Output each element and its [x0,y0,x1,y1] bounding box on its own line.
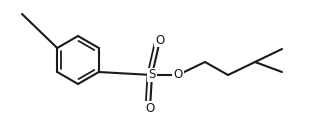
Text: O: O [173,68,183,82]
Text: S: S [148,68,156,82]
Text: O: O [156,34,164,46]
Text: O: O [145,102,155,115]
